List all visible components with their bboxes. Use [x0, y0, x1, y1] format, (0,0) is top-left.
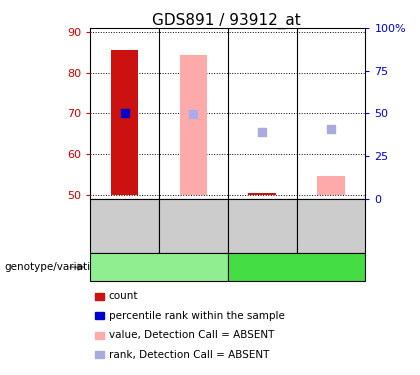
Bar	[180, 54, 207, 195]
Text: high AChE: high AChE	[266, 261, 327, 274]
Text: value, Detection Call = ABSENT: value, Detection Call = ABSENT	[109, 330, 274, 340]
Text: GDS891 / 93912_at: GDS891 / 93912_at	[152, 13, 301, 29]
Bar	[249, 194, 276, 195]
Point	[190, 111, 197, 117]
Text: GSM14620: GSM14620	[120, 199, 130, 253]
Text: count: count	[109, 291, 138, 301]
Text: genotype/variation: genotype/variation	[4, 262, 103, 272]
Point	[328, 126, 334, 132]
Bar	[317, 176, 345, 195]
Point	[259, 129, 265, 135]
Text: GSM14621: GSM14621	[189, 199, 199, 253]
Text: GSM14622: GSM14622	[257, 199, 267, 253]
Bar	[111, 51, 139, 195]
Text: GSM14623: GSM14623	[326, 199, 336, 253]
Text: percentile rank within the sample: percentile rank within the sample	[109, 311, 285, 321]
Text: control: control	[139, 261, 180, 274]
Bar	[180, 193, 207, 195]
Text: rank, Detection Call = ABSENT: rank, Detection Call = ABSENT	[109, 350, 269, 360]
Bar	[317, 194, 345, 195]
Point	[121, 110, 128, 116]
